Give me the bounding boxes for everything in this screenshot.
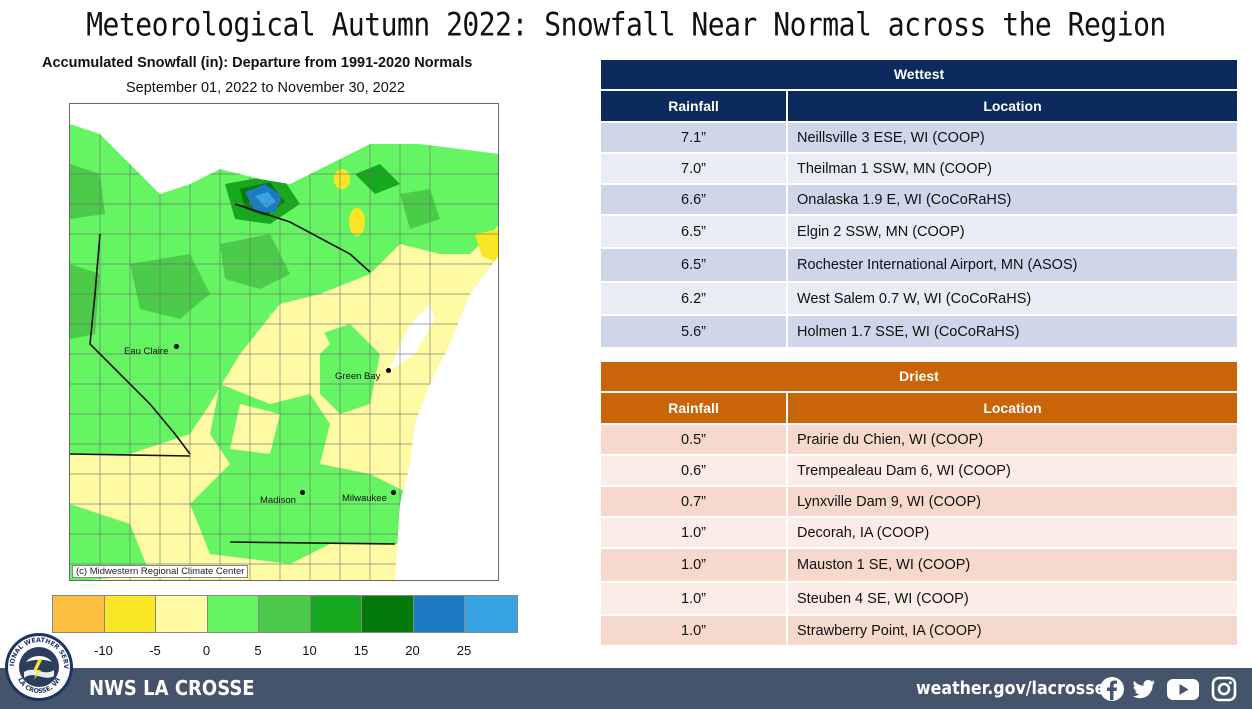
footer-bar: NWS LA CROSSE weather.gov/lacrosse (0, 668, 1252, 709)
legend-label: 5 (254, 643, 262, 658)
station-location: Neillsville 3 ESE, WI (COOP) (786, 123, 1237, 152)
twitter-icon[interactable] (1131, 676, 1157, 702)
wettest-col-rainfall: Rainfall (601, 91, 786, 121)
snowfall-departure-map: Eau Claire Green Bay Madison Milwaukee (… (69, 103, 499, 581)
rainfall-amount: 1.0” (601, 583, 786, 614)
page-title: Meteorological Autumn 2022: Snowfall Nea… (86, 5, 1166, 44)
driest-title: Driest (601, 362, 1237, 391)
instagram-icon[interactable] (1211, 676, 1237, 702)
table-row: 1.0” Strawberry Point, IA (COOP) (601, 616, 1237, 645)
city-label-eau-claire: Eau Claire (124, 346, 169, 357)
table-row: 0.6” Trempealeau Dam 6, WI (COOP) (601, 456, 1237, 485)
rainfall-amount: 0.6” (601, 456, 786, 485)
legend-label: 10 (302, 643, 317, 658)
station-location: West Salem 0.7 W, WI (CoCoRaHS) (786, 283, 1237, 314)
legend-swatch (104, 596, 156, 632)
map-subheading: September 01, 2022 to November 30, 2022 (126, 80, 405, 96)
rainfall-amount: 6.5” (601, 249, 786, 281)
wettest-col-location: Location (786, 91, 1237, 121)
wettest-header: Rainfall Location (601, 91, 1237, 121)
station-location: Decorah, IA (COOP) (786, 518, 1237, 547)
rainfall-amount: 5.6” (601, 316, 786, 347)
station-location: Theilman 1 SSW, MN (COOP) (786, 154, 1237, 183)
table-row: 7.1” Neillsville 3 ESE, WI (COOP) (601, 123, 1237, 152)
wettest-title: Wettest (601, 60, 1237, 89)
driest-table: Driest Rainfall Location 0.5” Prairie du … (601, 362, 1237, 645)
legend-label: -5 (149, 643, 161, 658)
city-label-milwaukee: Milwaukee (342, 493, 387, 504)
table-row: 6.6” Onalaska 1.9 E, WI (CoCoRaHS) (601, 185, 1237, 214)
station-location: Trempealeau Dam 6, WI (COOP) (786, 456, 1237, 485)
rainfall-amount: 1.0” (601, 549, 786, 581)
table-row: 6.2” West Salem 0.7 W, WI (CoCoRaHS) (601, 283, 1237, 314)
station-location: Strawberry Point, IA (COOP) (786, 616, 1237, 645)
table-row: 0.7” Lynxville Dam 9, WI (COOP) (601, 487, 1237, 516)
map-graphic (70, 104, 498, 580)
legend-swatch (362, 596, 414, 632)
table-row: 5.6” Holmen 1.7 SSE, WI (CoCoRaHS) (601, 316, 1237, 347)
station-location: Prairie du Chien, WI (COOP) (786, 425, 1237, 454)
legend-label: 15 (353, 643, 369, 658)
station-location: Mauston 1 SE, WI (COOP) (786, 549, 1237, 581)
legend-swatch (53, 596, 105, 632)
table-row: 6.5” Elgin 2 SSW, MN (COOP) (601, 216, 1237, 247)
legend-swatch (156, 596, 208, 632)
station-location: Lynxville Dam 9, WI (COOP) (786, 487, 1237, 516)
city-dot-eau-claire (174, 344, 179, 349)
legend-swatch (207, 596, 259, 632)
youtube-icon[interactable] (1166, 676, 1200, 702)
station-location: Holmen 1.7 SSE, WI (CoCoRaHS) (786, 316, 1237, 347)
legend-swatch (259, 596, 311, 632)
table-row: 1.0” Steuben 4 SE, WI (COOP) (601, 583, 1237, 614)
website-link[interactable]: weather.gov/lacrosse (916, 678, 1106, 699)
legend-label: 0 (202, 643, 211, 658)
city-dot-green-bay (386, 368, 391, 373)
city-dot-milwaukee (391, 490, 396, 495)
map-credit: (c) Midwestern Regional Climate Center (72, 565, 249, 578)
station-location: Onalaska 1.9 E, WI (CoCoRaHS) (786, 185, 1237, 214)
table-row: 1.0” Decorah, IA (COOP) (601, 518, 1237, 547)
legend-label: 20 (405, 643, 420, 658)
driest-col-location: Location (786, 393, 1237, 423)
driest-col-rainfall: Rainfall (601, 393, 786, 423)
rainfall-amount: 1.0” (601, 518, 786, 547)
table-row: 7.0” Theilman 1 SSW, MN (COOP) (601, 154, 1237, 183)
legend-swatch (310, 596, 362, 632)
color-legend (52, 595, 518, 633)
wettest-table: Wettest Rainfall Location 7.1” Neillsvill… (601, 60, 1237, 347)
legend-label: -10 (94, 643, 113, 658)
table-row: 0.5” Prairie du Chien, WI (COOP) (601, 425, 1237, 454)
station-location: Elgin 2 SSW, MN (COOP) (786, 216, 1237, 247)
station-location: Steuben 4 SE, WI (COOP) (786, 583, 1237, 614)
office-name: NWS LA CROSSE (89, 676, 255, 700)
rainfall-amount: 7.1” (601, 123, 786, 152)
table-row: 6.5” Rochester International Airport, MN … (601, 249, 1237, 281)
city-label-green-bay: Green Bay (335, 371, 381, 382)
rainfall-amount: 0.5” (601, 425, 786, 454)
city-label-madison: Madison (260, 495, 296, 506)
table-row: 1.0” Mauston 1 SE, WI (COOP) (601, 549, 1237, 581)
facebook-icon[interactable] (1099, 676, 1125, 702)
station-location: Rochester International Airport, MN (ASO… (786, 249, 1237, 281)
nws-logo: NATIONAL WEATHER SERVICE LA CROSSE, WI (4, 632, 73, 701)
rainfall-amount: 6.2” (601, 283, 786, 314)
rainfall-amount: 6.5” (601, 216, 786, 247)
driest-header: Rainfall Location (601, 393, 1237, 423)
map-heading: Accumulated Snowfall (in): Departure fro… (42, 55, 473, 71)
legend-label: 25 (456, 643, 472, 658)
legend-swatch (465, 596, 517, 632)
rainfall-amount: 1.0” (601, 616, 786, 645)
rainfall-amount: 0.7” (601, 487, 786, 516)
rainfall-amount: 7.0” (601, 154, 786, 183)
rainfall-amount: 6.6” (601, 185, 786, 214)
city-dot-madison (300, 490, 305, 495)
legend-swatch (413, 596, 465, 632)
